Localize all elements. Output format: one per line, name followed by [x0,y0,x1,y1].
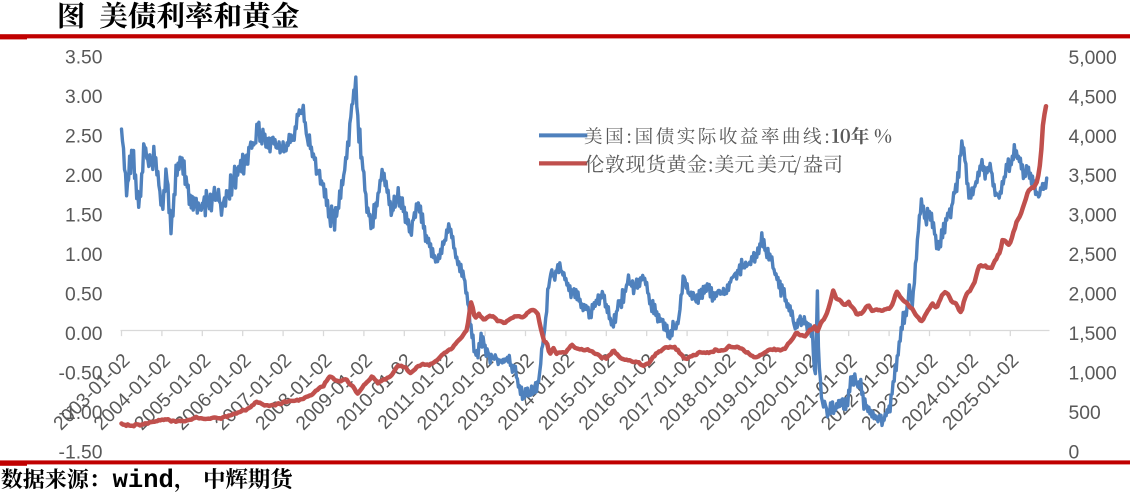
svg-text:2.00: 2.00 [65,166,103,187]
svg-text:0: 0 [1069,443,1080,464]
svg-text:-1.50: -1.50 [59,442,103,463]
svg-text:1,000: 1,000 [1069,364,1117,385]
svg-text:0.50: 0.50 [65,285,103,306]
svg-text:1.50: 1.50 [65,206,103,227]
svg-text:-0.50: -0.50 [59,364,103,385]
svg-text:2,000: 2,000 [1069,285,1117,306]
svg-text:3,500: 3,500 [1069,166,1117,187]
svg-text:0.00: 0.00 [65,324,103,345]
svg-text:1,500: 1,500 [1069,324,1117,345]
svg-text:3.50: 3.50 [65,48,103,69]
svg-text:3,000: 3,000 [1069,206,1117,227]
svg-text:1.00: 1.00 [65,245,103,266]
svg-text:5,000: 5,000 [1069,48,1117,69]
svg-text:-1.00: -1.00 [59,403,103,424]
svg-text:2.50: 2.50 [65,127,103,148]
svg-text:500: 500 [1069,403,1101,424]
svg-text:3.00: 3.00 [65,87,103,108]
svg-text:2,500: 2,500 [1069,245,1117,266]
svg-text:4,500: 4,500 [1069,87,1117,108]
svg-text:4,000: 4,000 [1069,127,1117,148]
